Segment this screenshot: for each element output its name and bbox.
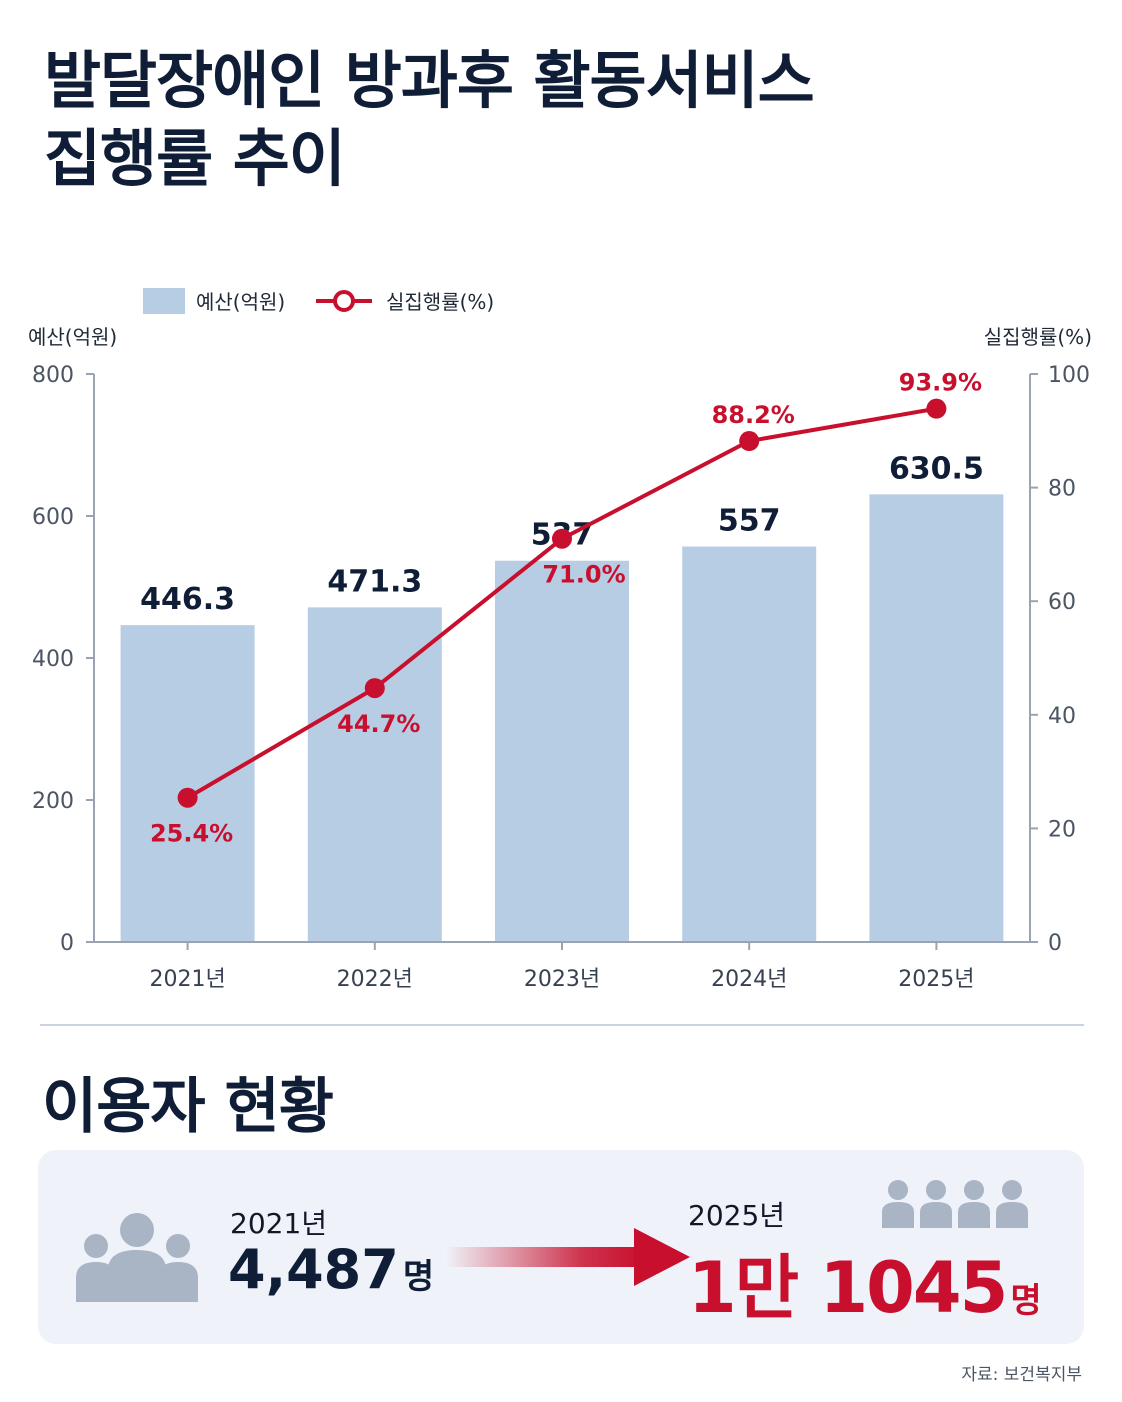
budget-execution-chart: 예산(억원) 실집행률(%) 예산(억원) 실집행률(%) 0 200 400 600 800 0… bbox=[28, 288, 1092, 992]
y-left-tick-label: 0 bbox=[60, 931, 74, 956]
execution-rate-label: 71.0% bbox=[542, 561, 625, 589]
execution-rate-point bbox=[552, 528, 572, 549]
title-line-1: 발달장애인 방과후 활동서비스 bbox=[44, 44, 815, 117]
legend-bar-label: 예산(억원) bbox=[196, 290, 285, 314]
x-tick-label: 2021년 bbox=[149, 967, 225, 992]
y-right-tick-label: 20 bbox=[1048, 817, 1076, 842]
budget-value-label: 446.3 bbox=[140, 582, 235, 617]
year-2021-label: 2021년 bbox=[230, 1207, 328, 1240]
execution-rate-label: 93.9% bbox=[899, 369, 982, 397]
users-panel: 2021년 4,487 명 2025년 1만 1045 명 bbox=[38, 1150, 1084, 1344]
y-left-tick-label: 600 bbox=[32, 505, 74, 530]
people-group-icon bbox=[76, 1213, 198, 1302]
execution-rate-label: 44.7% bbox=[337, 710, 420, 738]
y-right-axis-title: 실집행률(%) bbox=[984, 325, 1092, 349]
y-right-tick-label: 60 bbox=[1048, 590, 1076, 615]
y-left-axis-title: 예산(억원) bbox=[28, 325, 117, 349]
y-left-tick-label: 800 bbox=[32, 363, 74, 388]
y-left-tick-label: 400 bbox=[32, 647, 74, 672]
increase-arrow-icon bbox=[446, 1228, 690, 1286]
users-2021-unit: 명 bbox=[402, 1257, 435, 1297]
execution-rate-point bbox=[926, 398, 947, 419]
budget-bar bbox=[495, 560, 629, 942]
users-2021-count: 4,487 명 bbox=[228, 1238, 434, 1301]
y-right-tick-label: 0 bbox=[1048, 931, 1062, 956]
x-tick-label: 2024년 bbox=[711, 967, 787, 992]
legend-line-label: 실집행률(%) bbox=[386, 290, 494, 314]
users-section-title: 이용자 현황 bbox=[42, 1072, 334, 1142]
section-divider bbox=[40, 1024, 1084, 1026]
users-2021-value: 4,487 bbox=[228, 1238, 399, 1301]
page-title: 발달장애인 방과후 활동서비스 집행률 추이 bbox=[44, 42, 815, 198]
year-2025-label: 2025년 bbox=[688, 1199, 786, 1232]
budget-value-label: 557 bbox=[718, 504, 781, 539]
users-2025-unit: 명 bbox=[1010, 1281, 1041, 1321]
execution-rate-point bbox=[739, 431, 760, 452]
x-tick-label: 2022년 bbox=[337, 967, 413, 992]
y-right-tick-label: 100 bbox=[1048, 363, 1090, 388]
budget-bar bbox=[120, 625, 255, 942]
users-2025-value: 1만 1045 bbox=[688, 1247, 1008, 1329]
users-2025-count: 1만 1045 명 bbox=[688, 1232, 1042, 1333]
budget-value-label: 471.3 bbox=[327, 564, 422, 599]
budget-bar bbox=[307, 607, 442, 942]
y-right-tick-label: 40 bbox=[1048, 704, 1076, 729]
execution-rate-label: 25.4% bbox=[150, 820, 233, 848]
x-tick-label: 2025년 bbox=[898, 967, 974, 992]
x-tick-label: 2023년 bbox=[524, 967, 600, 992]
y-right-tick-label: 80 bbox=[1048, 477, 1076, 502]
execution-rate-label: 88.2% bbox=[712, 401, 795, 429]
title-line-2: 집행률 추이 bbox=[44, 122, 346, 195]
source-note: 자료: 보건복지부 bbox=[961, 1365, 1082, 1385]
budget-bar bbox=[869, 494, 1004, 942]
people-row-icon bbox=[882, 1180, 1028, 1228]
legend-line-marker bbox=[333, 290, 355, 312]
legend-bar-swatch bbox=[143, 288, 185, 314]
budget-value-label: 630.5 bbox=[889, 451, 984, 486]
y-left-tick-label: 200 bbox=[32, 789, 74, 814]
execution-rate-point bbox=[177, 787, 198, 808]
execution-rate-point bbox=[364, 678, 385, 699]
budget-bar bbox=[682, 546, 817, 942]
